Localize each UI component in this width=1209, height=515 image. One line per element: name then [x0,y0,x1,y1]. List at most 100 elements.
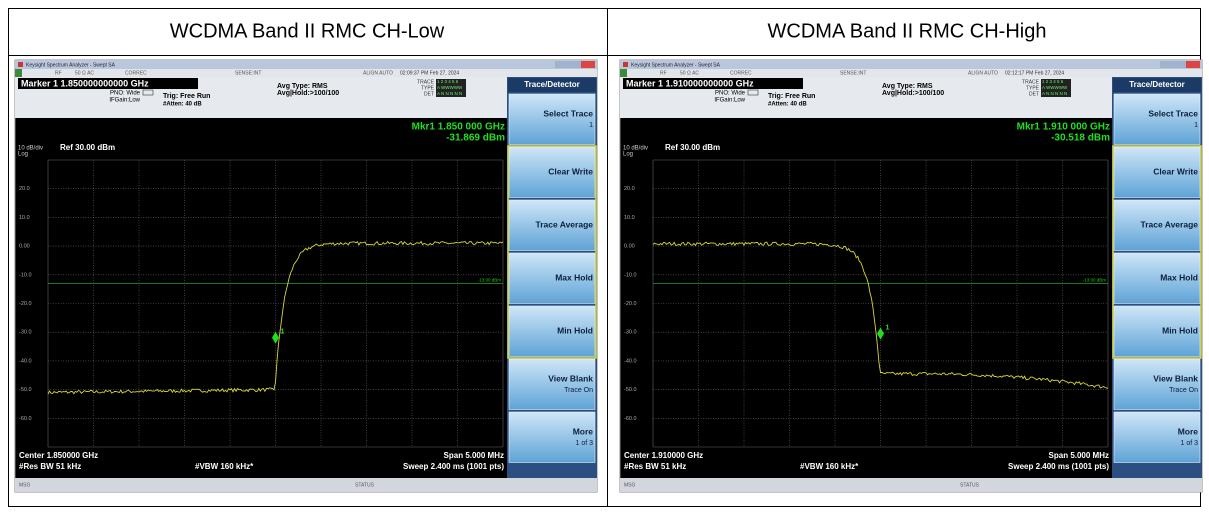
softkey-label: Max Hold [1160,273,1198,283]
softkey-label: View Blank [1153,374,1198,384]
window-title: Keysight Spectrum Analyzer - Swept SA [631,62,721,68]
close-button [581,61,595,68]
softkey-button[interactable] [1113,358,1201,410]
reference-level: Ref 30.00 dBm [60,143,115,152]
span: Span 5.000 MHz [444,451,504,460]
menu-row [15,69,597,77]
softkey-button[interactable] [508,411,596,463]
softkey-button[interactable] [1113,252,1201,304]
trace-info-label: TYPE [1026,85,1040,91]
pno-icon [747,89,759,96]
softkey-label: Min Hold [1162,326,1198,336]
window-title-bar [620,60,1202,69]
softkey-button[interactable] [508,358,596,410]
sense-label: SENSE:INT [840,70,866,76]
softkey-button[interactable] [1113,411,1201,463]
resolution-bandwidth: #Res BW 51 kHz [624,462,686,471]
y-axis-label: -30.0 [624,330,637,336]
y-axis-label: 20.0 [624,186,635,192]
marker-level: -30.518 dBm [1051,133,1110,144]
y-axis-label: -40.0 [624,358,637,364]
softkey-label: Trace Average [536,220,594,230]
scale-label: 10 dB/div [623,146,648,152]
marker-frequency: Mkr1 1.850 000 GHz [412,122,505,133]
softkey-label: More [1178,427,1199,437]
message-label: MSG [19,482,31,488]
softkey-label: Trace Average [1141,220,1199,230]
y-axis-label: 20.0 [19,186,30,192]
trig-label: Trig: Free Run [163,93,210,100]
trace-info-value: A WWWWW [1042,85,1068,90]
window-buttons [555,61,581,68]
softkey-header-label: Trace/Detector [1129,80,1185,89]
y-axis-label: -60.0 [624,416,637,422]
menu-row [620,69,1202,77]
softkey-button[interactable] [508,252,596,304]
softkey-button[interactable] [1113,199,1201,251]
y-axis-label: -10.0 [624,272,637,278]
reference-level: Ref 30.00 dBm [665,143,720,152]
softkey-button[interactable] [1113,305,1201,357]
trace-info-label: DET [424,91,434,97]
marker-box [18,78,198,89]
marker-number: 1 [886,325,890,332]
window-title: Keysight Spectrum Analyzer - Swept SA [26,62,116,68]
y-axis-label: -30.0 [19,330,32,336]
trace-info-label: TYPE [421,85,435,91]
correc-label: CORREC [730,70,752,76]
align-label: ALIGN AUTO [968,70,998,76]
app-icon [623,62,628,67]
trace-info-label: DET [1029,91,1039,97]
spectrum-trace [47,240,504,395]
window-buttons [1160,61,1186,68]
softkey-sublabel: Trace On [1169,387,1198,394]
limit-label: -13.00 dBm [478,278,502,283]
coupling-label: 50 Ω AC [75,70,94,76]
y-axis-label: 10.0 [19,215,30,221]
softkey-button[interactable] [508,146,596,198]
status-label: STATUS [960,482,980,488]
y-axis-label: -10.0 [19,272,32,278]
softkey-button[interactable] [508,305,596,357]
menu-cell [620,69,627,77]
ifgain-label: IFGain:Low [714,98,745,104]
pno-label: PNO: Wide [715,91,746,97]
softkey-label: Clear Write [1153,167,1198,177]
trace-info-label: TRACE [1022,79,1040,85]
log-label: Log [18,152,28,158]
softkey-button[interactable] [1113,93,1201,145]
softkey-button[interactable] [508,93,596,145]
status-bar [15,478,597,492]
timestamp: 02:12:17 PM Feb 27, 2024 [1005,70,1064,76]
app-icon [18,62,23,67]
y-axis-label: -50.0 [19,387,32,393]
softkey-button[interactable] [508,199,596,251]
y-axis-label: -40.0 [19,358,32,364]
softkey-sublabel: 1 [1194,122,1198,129]
video-bandwidth: #VBW 160 kHz* [800,462,859,471]
center-frequency: Center 1.850000 GHz [19,451,98,460]
correc-label: CORREC [125,70,147,76]
softkey-label: Min Hold [557,326,593,336]
analyzer-screenshot: Keysight Spectrum Analyzer - Swept SA RF 5… [14,59,598,493]
softkey-sublabel: 1 [589,122,593,129]
trace-info-box [1041,79,1071,85]
avg-hold-label: Avg|Hold:>100/100 [882,90,944,97]
y-axis-label: -60.0 [19,416,32,422]
softkey-group-highlight [507,145,597,359]
softkey-button[interactable] [1113,146,1201,198]
marker-readout: Marker 1 1.850000000000 GHz [21,78,149,88]
trace-info-box [436,91,466,97]
trace-info-value: A N N N N N [1042,91,1067,96]
atten-label: #Atten: 40 dB [768,102,807,108]
ifgain-label: IFGain:Low [109,98,140,104]
trace-info-box [436,85,466,91]
trace-info-value: A WWWWW [437,85,463,90]
status-label: STATUS [355,482,375,488]
avg-type-label: Avg Type: RMS [882,83,933,90]
pno-icon [142,89,154,96]
scale-label: 10 dB/div [18,146,43,152]
center-frequency: Center 1.910000 GHz [624,451,703,460]
sweep: Sweep 2.400 ms (1001 pts) [1008,462,1109,471]
